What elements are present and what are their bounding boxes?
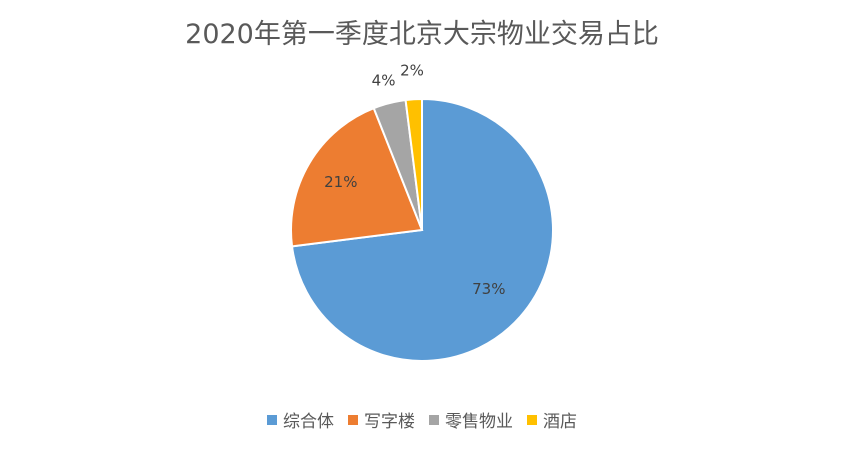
legend-item-1: 写字楼 [348, 407, 415, 432]
legend-swatch-3 [527, 414, 537, 425]
legend-label-1: 写字楼 [364, 412, 415, 432]
legend-item-3: 酒店 [527, 407, 577, 432]
legend-swatch-2 [429, 414, 439, 425]
legend: 综合体 写字楼 零售物业 酒店 [0, 407, 844, 432]
data-label-1: 21% [324, 173, 357, 191]
legend-label-2: 零售物业 [445, 412, 513, 432]
legend-swatch-1 [348, 414, 358, 425]
legend-item-2: 零售物业 [429, 407, 513, 432]
legend-label-3: 酒店 [543, 412, 577, 432]
pie-slice-1 [290, 106, 424, 248]
data-label-3: 2% [400, 61, 424, 79]
data-label-2: 4% [372, 71, 396, 89]
data-label-0: 73% [472, 280, 505, 298]
legend-label-0: 综合体 [283, 412, 334, 432]
legend-swatch-0 [267, 414, 277, 425]
pie-slice-3 [404, 97, 423, 231]
chart-title: 2020年第一季度北京大宗物业交易占比 [185, 19, 659, 50]
legend-item-0: 综合体 [267, 407, 334, 432]
